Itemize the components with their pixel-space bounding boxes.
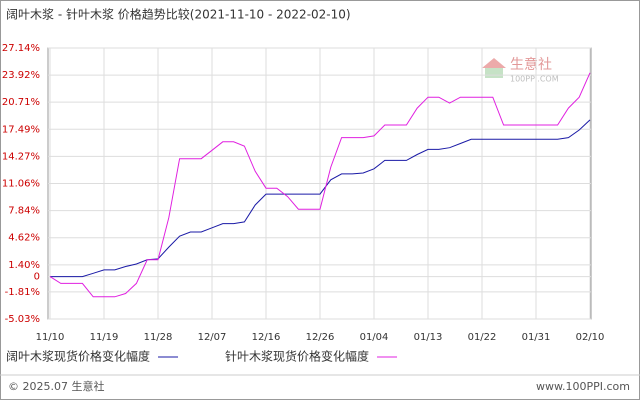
legend-label: 阔叶木浆现货价格变化幅度 bbox=[6, 349, 150, 364]
x-tick-label: 12/26 bbox=[306, 332, 335, 343]
y-tick-label: 1.40% bbox=[8, 260, 40, 271]
x-tick-label: 12/16 bbox=[252, 332, 281, 343]
chart-title: 阔叶木浆 - 针叶木浆 价格趋势比较(2021-11-10 - 2022-02-… bbox=[6, 7, 351, 22]
logo-site: 100PPI.COM bbox=[510, 75, 559, 84]
x-tick-label: 01/31 bbox=[522, 332, 551, 343]
logo: 生意社 100PPI.COM bbox=[482, 56, 559, 84]
y-tick-label: 0 bbox=[34, 272, 40, 283]
y-tick-label: 27.14% bbox=[2, 43, 40, 54]
y-tick-label: -1.81% bbox=[5, 287, 40, 298]
y-tick-label: 4.62% bbox=[8, 233, 40, 244]
copyright: © 2025.07 生意社 bbox=[8, 379, 104, 393]
logo-roof bbox=[482, 58, 506, 68]
y-tick-label: 14.27% bbox=[2, 151, 40, 162]
x-tick-label: 02/10 bbox=[576, 332, 605, 343]
y-tick-label: 23.92% bbox=[2, 70, 40, 81]
y-tick-label: 7.84% bbox=[8, 206, 40, 217]
site-url: www.100PPI.com bbox=[536, 380, 630, 393]
x-tick-label: 12/07 bbox=[198, 332, 227, 343]
x-tick-label: 01/22 bbox=[468, 332, 497, 343]
y-tick-label: 17.49% bbox=[2, 124, 40, 135]
y-tick-label: 11.06% bbox=[2, 178, 40, 189]
x-tick-label: 11/10 bbox=[36, 332, 65, 343]
y-tick-label: 20.71% bbox=[2, 97, 40, 108]
x-tick-label: 11/28 bbox=[144, 332, 173, 343]
logo-house bbox=[485, 68, 503, 78]
data-line bbox=[50, 119, 591, 278]
y-tick-label: -5.03% bbox=[5, 314, 40, 325]
x-tick-label: 01/13 bbox=[414, 332, 443, 343]
logo-name: 生意社 bbox=[510, 56, 552, 73]
x-tick-label: 01/04 bbox=[360, 332, 389, 343]
x-tick-label: 11/19 bbox=[90, 332, 119, 343]
legend-label: 针叶木浆现货价格变化幅度 bbox=[225, 349, 369, 364]
data-line bbox=[49, 72, 591, 298]
